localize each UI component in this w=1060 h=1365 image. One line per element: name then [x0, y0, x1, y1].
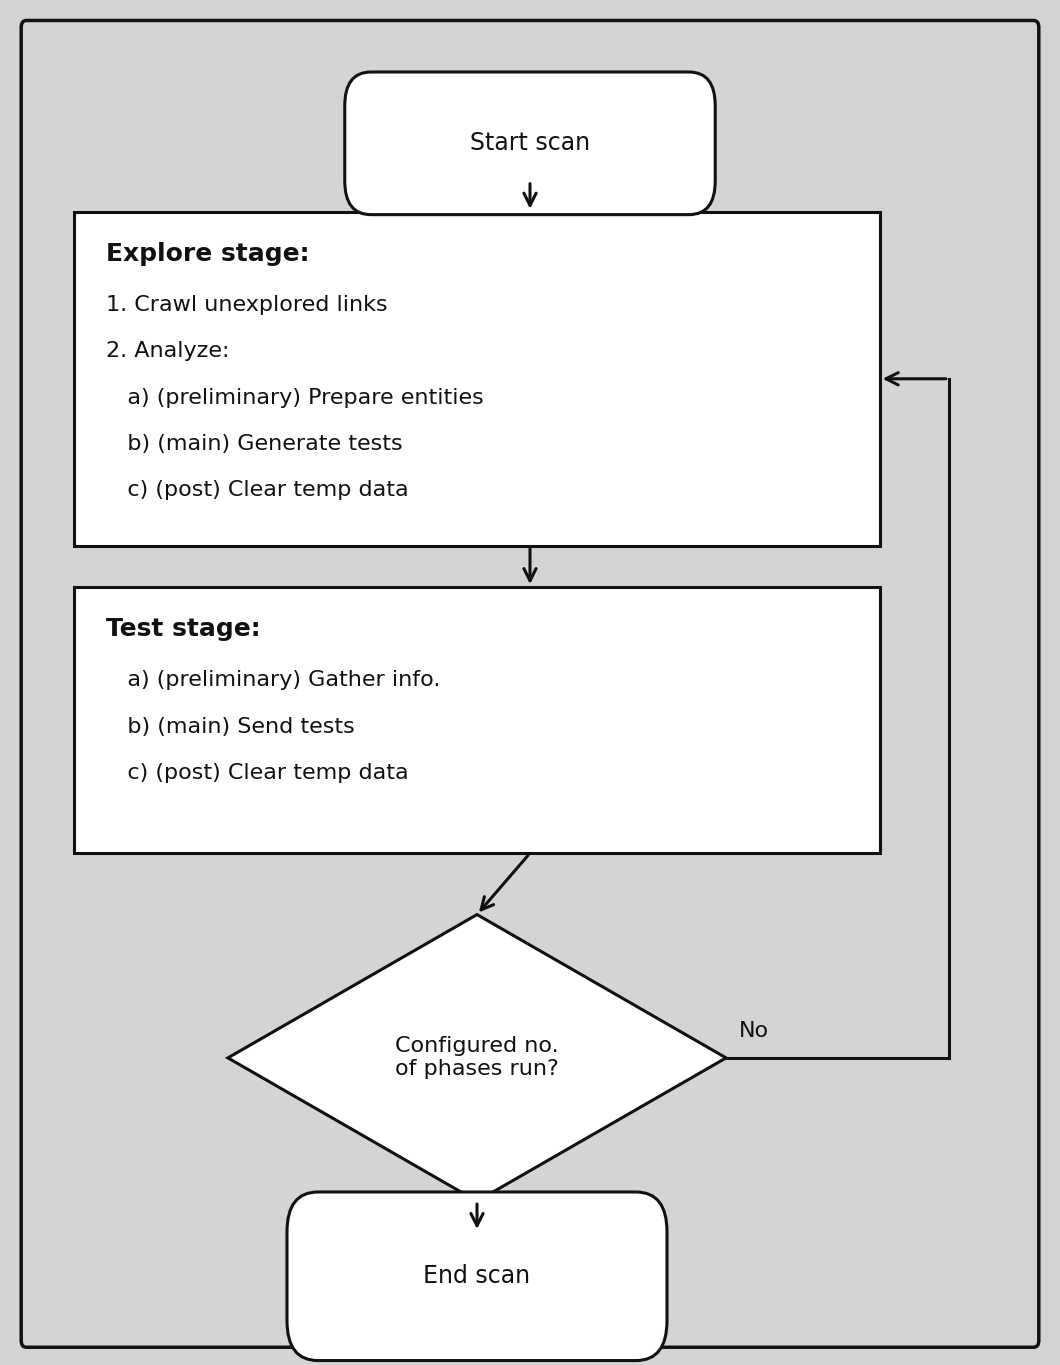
Text: End scan: End scan — [423, 1264, 531, 1289]
Text: c) (post) Clear temp data: c) (post) Clear temp data — [106, 763, 408, 784]
Polygon shape — [228, 915, 726, 1201]
Text: a) (preliminary) Gather info.: a) (preliminary) Gather info. — [106, 670, 440, 691]
Text: 1. Crawl unexplored links: 1. Crawl unexplored links — [106, 295, 388, 315]
Text: b) (main) Generate tests: b) (main) Generate tests — [106, 434, 403, 455]
FancyBboxPatch shape — [287, 1192, 667, 1361]
Bar — [74, 587, 880, 853]
Text: Yes: Yes — [490, 1212, 526, 1233]
Text: c) (post) Clear temp data: c) (post) Clear temp data — [106, 480, 408, 501]
Text: Configured no.
of phases run?: Configured no. of phases run? — [395, 1036, 559, 1080]
Text: No: No — [739, 1021, 768, 1041]
Text: b) (main) Send tests: b) (main) Send tests — [106, 717, 355, 737]
Text: Explore stage:: Explore stage: — [106, 242, 310, 266]
FancyBboxPatch shape — [344, 72, 716, 214]
Text: Test stage:: Test stage: — [106, 617, 261, 642]
Bar — [74, 212, 880, 546]
Text: 2. Analyze:: 2. Analyze: — [106, 341, 230, 362]
Text: a) (preliminary) Prepare entities: a) (preliminary) Prepare entities — [106, 388, 483, 408]
Text: Start scan: Start scan — [470, 131, 590, 156]
